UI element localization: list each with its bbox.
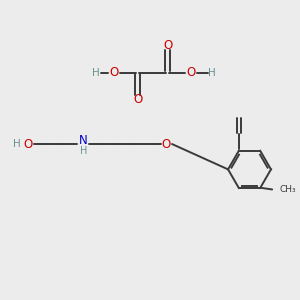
Text: O: O [163,39,172,52]
Text: O: O [187,66,196,79]
Text: H: H [13,139,21,149]
Text: H: H [80,146,88,157]
Text: H: H [92,68,100,77]
Text: O: O [109,66,119,79]
Text: N: N [79,134,88,147]
Text: O: O [161,137,171,151]
Text: H: H [208,68,216,77]
Text: CH₃: CH₃ [279,185,296,194]
Text: O: O [24,137,33,151]
Text: O: O [133,93,142,106]
